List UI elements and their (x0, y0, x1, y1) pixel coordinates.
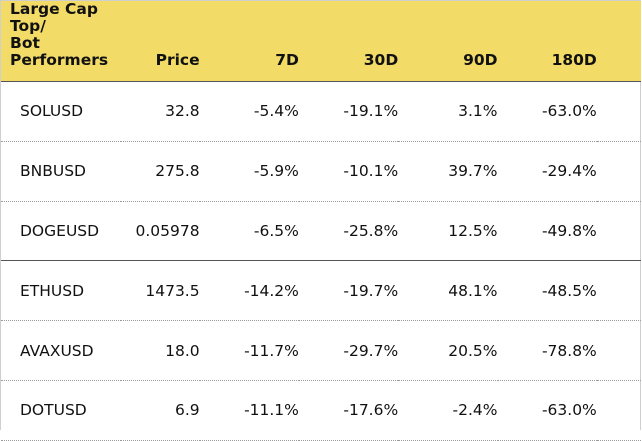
cell-spacer (596, 201, 641, 262)
table-row: ETHUSD 1473.5 -14.2% -19.7% 48.1% -48.5% (1, 260, 641, 322)
cell-d180: -49.8% (497, 201, 597, 262)
cell-spacer (596, 141, 641, 202)
header-180d: 180D (497, 0, 597, 82)
cell-d30: -19.7% (298, 260, 399, 322)
cell-symbol: DOTUSD (1, 380, 122, 441)
cell-price: 32.8 (121, 81, 200, 142)
cell-spacer (596, 81, 641, 142)
cell-d180: -29.4% (497, 141, 597, 202)
cell-d30: -10.1% (298, 141, 399, 202)
table-body: SOLUSD 32.8 -5.4% -19.1% 3.1% -63.0% BNBUSD 275… (1, 81, 641, 441)
cell-d30: -29.7% (298, 320, 399, 381)
cell-price: 0.05978 (121, 201, 200, 262)
cell-d180: -78.8% (497, 320, 597, 381)
cell-d90: 3.1% (398, 81, 498, 142)
cell-symbol: DOGEUSD (1, 201, 122, 262)
cell-d90: 48.1% (398, 260, 498, 322)
cell-symbol: BNBUSD (1, 141, 122, 202)
cell-d180: -63.0% (497, 380, 597, 441)
table-row: BNBUSD 275.8 -5.9% -10.1% 39.7% -29.4% (1, 141, 641, 202)
cell-d7: -14.2% (199, 260, 299, 322)
cell-price: 18.0 (121, 320, 200, 381)
cell-d90: 20.5% (398, 320, 498, 381)
cell-symbol: ETHUSD (1, 260, 122, 322)
header-7d: 7D (199, 0, 299, 82)
cell-d90: 39.7% (398, 141, 498, 202)
cell-d30: -25.8% (298, 201, 399, 262)
header-symbol-label: Large Cap Top/ Bot Performers (10, 0, 109, 69)
cell-spacer (596, 320, 641, 381)
header-spacer (596, 0, 641, 82)
cell-d7: -5.4% (199, 81, 299, 142)
header-90d: 90D (398, 0, 498, 82)
cell-d30: -17.6% (298, 380, 399, 441)
header-30d: 30D (298, 0, 399, 82)
cell-price: 275.8 (121, 141, 200, 202)
header-price: Price (121, 0, 200, 82)
table-row: DOTUSD 6.9 -11.1% -17.6% -2.4% -63.0% (1, 380, 641, 441)
cell-d7: -6.5% (199, 201, 299, 262)
cell-spacer (596, 380, 641, 441)
cell-price: 6.9 (121, 380, 200, 441)
cell-d7: -5.9% (199, 141, 299, 202)
cell-d90: -2.4% (398, 380, 498, 441)
cell-symbol: AVAXUSD (1, 320, 122, 381)
cell-d90: 12.5% (398, 201, 498, 262)
header-symbol: Large Cap Top/ Bot Performers (1, 0, 122, 82)
cell-price: 1473.5 (121, 260, 200, 322)
cell-d7: -11.1% (199, 380, 299, 441)
table-row: DOGEUSD 0.05978 -6.5% -25.8% 12.5% -49.8% (1, 201, 641, 262)
cell-d30: -19.1% (298, 81, 399, 142)
cell-symbol: SOLUSD (1, 81, 122, 142)
cell-d180: -48.5% (497, 260, 597, 322)
cell-d7: -11.7% (199, 320, 299, 381)
cell-spacer (596, 260, 641, 322)
table-header-row: Large Cap Top/ Bot Performers Price 7D 3… (1, 0, 641, 82)
table-row: SOLUSD 32.8 -5.4% -19.1% 3.1% -63.0% (1, 81, 641, 142)
cell-d180: -63.0% (497, 81, 597, 142)
table-row: AVAXUSD 18.0 -11.7% -29.7% 20.5% -78.8% (1, 320, 641, 381)
